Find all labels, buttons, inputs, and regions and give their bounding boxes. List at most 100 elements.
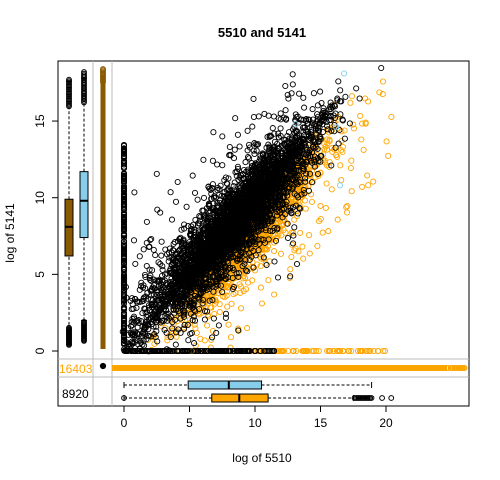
orange-point [164, 337, 171, 344]
black-point [216, 226, 223, 233]
orange-point [271, 291, 278, 298]
orange-point [288, 194, 295, 201]
black-point [157, 260, 164, 268]
black-point [205, 261, 212, 268]
black-point [276, 194, 283, 201]
black-point [332, 144, 339, 151]
orange-point [244, 325, 251, 332]
black-point [300, 186, 307, 193]
black-point [300, 94, 307, 101]
y-tick-label: 0 [33, 347, 47, 354]
orange-point [224, 303, 231, 310]
orange-point [277, 225, 284, 232]
orange-point [323, 162, 330, 169]
black-point [197, 213, 204, 221]
black-point [300, 132, 308, 139]
black-point [274, 208, 281, 215]
black-point [302, 178, 309, 185]
orange-point [237, 289, 244, 296]
orange-point [264, 243, 272, 250]
orange-point [287, 266, 294, 273]
black-point [162, 271, 169, 278]
black-point [159, 277, 166, 284]
black-point [346, 120, 353, 127]
black-point [292, 202, 300, 209]
orange-point [350, 125, 357, 132]
orange-point [317, 202, 324, 209]
black-point [339, 116, 346, 123]
orange-point [343, 204, 350, 211]
black-point [317, 158, 324, 165]
black-point [225, 193, 232, 201]
orange-point [337, 162, 344, 169]
orange-point [388, 113, 395, 120]
black-point [159, 266, 166, 273]
black-point [230, 183, 237, 190]
black-point [337, 87, 344, 94]
black-point [296, 204, 303, 211]
orange-point [201, 337, 208, 344]
black-point [250, 235, 257, 242]
x-tick-label: 20 [379, 416, 393, 430]
black-point [163, 329, 170, 336]
orange-point [277, 250, 285, 257]
black-point [210, 194, 217, 201]
black-point [242, 159, 249, 166]
orange-point [317, 169, 324, 177]
orange-point [359, 120, 366, 127]
orange-point [309, 347, 316, 355]
orange-point [344, 202, 351, 210]
orange-point [238, 305, 245, 312]
orange-point [271, 239, 278, 246]
orange-point [216, 301, 223, 308]
black-point [189, 317, 196, 324]
black-point [258, 219, 265, 226]
orange-count-label: 16403 [59, 362, 93, 376]
orange-point [278, 232, 285, 239]
orange-point [306, 232, 313, 239]
orange-point [323, 180, 330, 187]
black-point [284, 189, 291, 196]
orange-point [325, 228, 332, 235]
black-point [221, 208, 228, 215]
orange-point [300, 347, 307, 355]
black-point [316, 133, 323, 140]
y-tick-label: 5 [33, 271, 47, 278]
black-point [290, 204, 297, 211]
black-point [178, 303, 185, 310]
orange-point [334, 347, 341, 355]
orange-point [265, 277, 272, 284]
black-point [171, 239, 178, 246]
orange-point [370, 178, 377, 185]
orange-point [330, 347, 337, 355]
orange-point [308, 198, 316, 205]
black-point [205, 208, 212, 215]
black-point [246, 256, 253, 264]
black-point [222, 268, 230, 275]
orange-point [379, 91, 386, 98]
orange-point [362, 119, 369, 126]
black-point [244, 268, 251, 275]
orange-point [227, 334, 235, 341]
black-count-label: 8920 [62, 387, 89, 401]
black-point [308, 179, 316, 186]
black-point [218, 251, 225, 258]
orange-point [262, 260, 269, 267]
scatter-points [119, 64, 395, 355]
black-point [192, 216, 199, 223]
orange-point [365, 98, 372, 105]
black-point [319, 128, 327, 136]
black-point [328, 127, 335, 134]
black-point [273, 212, 281, 219]
black-point [139, 310, 146, 317]
black-point [170, 240, 177, 247]
black-point [217, 282, 225, 289]
black-point [268, 197, 275, 204]
orange-point [324, 347, 331, 355]
black-point [230, 246, 237, 253]
black-point [172, 257, 179, 264]
black-point [169, 278, 176, 285]
orange-point [337, 147, 345, 154]
orange-point [295, 248, 302, 255]
orange-point [383, 138, 390, 145]
